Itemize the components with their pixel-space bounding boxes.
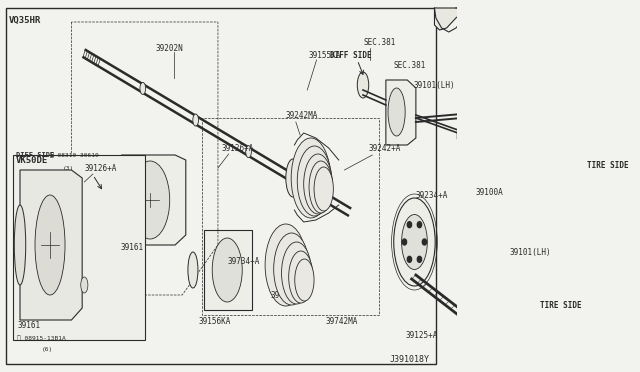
Text: 39742+A: 39742+A: [270, 291, 303, 299]
Ellipse shape: [193, 114, 198, 126]
Text: 39202N: 39202N: [156, 44, 184, 52]
Polygon shape: [122, 155, 186, 245]
Ellipse shape: [188, 252, 198, 288]
Text: 39100A: 39100A: [475, 187, 503, 196]
Circle shape: [407, 222, 412, 228]
Ellipse shape: [246, 146, 252, 158]
Ellipse shape: [357, 72, 369, 98]
Text: 39242MA: 39242MA: [286, 110, 318, 119]
Circle shape: [403, 239, 406, 245]
Text: 39126+A: 39126+A: [84, 164, 116, 173]
Text: VK50DE: VK50DE: [16, 155, 48, 164]
Polygon shape: [498, 260, 502, 268]
Ellipse shape: [286, 159, 300, 197]
Polygon shape: [60, 215, 69, 270]
Text: DIFF SIDE: DIFF SIDE: [330, 51, 372, 60]
Text: SEC.381: SEC.381: [393, 61, 426, 70]
Ellipse shape: [289, 251, 313, 303]
Ellipse shape: [394, 198, 435, 286]
Text: Ⓢ 08310-30610: Ⓢ 08310-30610: [50, 152, 99, 158]
Text: (6): (6): [42, 347, 52, 353]
Ellipse shape: [297, 146, 332, 216]
Bar: [13, 155, 145, 340]
Ellipse shape: [104, 177, 113, 209]
Ellipse shape: [304, 154, 332, 214]
Text: DIFF SIDE: DIFF SIDE: [16, 152, 54, 158]
Text: 39155KA: 39155KA: [308, 51, 341, 60]
Polygon shape: [386, 80, 416, 145]
Text: J391018Y: J391018Y: [390, 356, 429, 365]
Ellipse shape: [35, 195, 65, 295]
Ellipse shape: [81, 277, 88, 293]
Ellipse shape: [212, 238, 242, 302]
Ellipse shape: [131, 161, 170, 239]
Text: 39234+A: 39234+A: [416, 190, 448, 199]
Text: TIRE SIDE: TIRE SIDE: [588, 160, 629, 170]
Circle shape: [407, 256, 412, 262]
Ellipse shape: [309, 161, 333, 213]
Text: SEC.381: SEC.381: [363, 38, 396, 46]
Text: Ⓢ 08915-13B1A: Ⓢ 08915-13B1A: [17, 335, 66, 341]
Text: TIRE SIDE: TIRE SIDE: [540, 301, 581, 310]
Ellipse shape: [282, 242, 312, 304]
Ellipse shape: [314, 167, 333, 211]
Text: 39742MA: 39742MA: [325, 317, 358, 327]
Ellipse shape: [295, 259, 314, 301]
Ellipse shape: [388, 88, 405, 136]
Text: (3): (3): [63, 166, 74, 170]
Ellipse shape: [401, 215, 428, 269]
Ellipse shape: [531, 90, 556, 130]
Circle shape: [417, 222, 422, 228]
Text: VQ35HR: VQ35HR: [8, 16, 41, 25]
Circle shape: [417, 256, 422, 262]
Ellipse shape: [525, 79, 562, 141]
Text: 39161: 39161: [17, 321, 40, 330]
Ellipse shape: [274, 233, 309, 305]
Circle shape: [422, 239, 427, 245]
Text: 39126+A: 39126+A: [221, 144, 254, 153]
Polygon shape: [435, 8, 472, 30]
Text: 39156KA: 39156KA: [198, 317, 231, 327]
Text: 39734+A: 39734+A: [227, 257, 260, 266]
Polygon shape: [495, 268, 505, 320]
Ellipse shape: [265, 224, 307, 306]
Polygon shape: [62, 207, 67, 215]
Text: 39101(LH): 39101(LH): [413, 80, 454, 90]
Ellipse shape: [140, 83, 146, 94]
Polygon shape: [20, 170, 82, 320]
Text: 39161: 39161: [120, 244, 143, 253]
Ellipse shape: [14, 205, 26, 285]
Text: 39242+A: 39242+A: [368, 144, 401, 153]
Polygon shape: [204, 230, 252, 310]
Text: 39125+A: 39125+A: [406, 330, 438, 340]
Ellipse shape: [291, 138, 330, 218]
Text: 39101(LH): 39101(LH): [509, 248, 551, 257]
